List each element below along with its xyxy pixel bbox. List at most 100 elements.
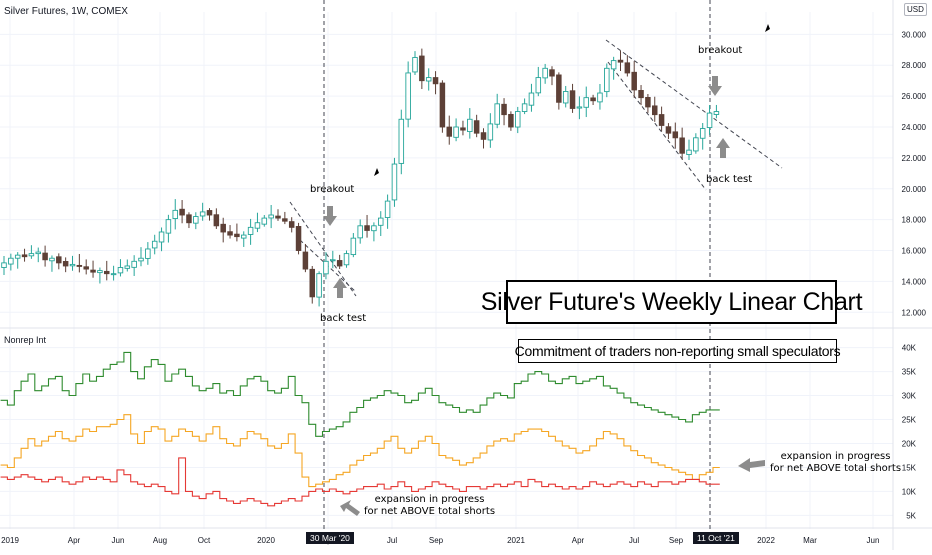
candle-body bbox=[460, 127, 466, 131]
candle-body bbox=[699, 128, 706, 139]
expansion-note-2020-line1: expansion in progress bbox=[374, 494, 485, 505]
candle-body bbox=[165, 219, 172, 234]
candle-body bbox=[432, 77, 439, 85]
candle-body bbox=[275, 215, 281, 219]
cot-title: Commitment of traders non-reporting smal… bbox=[515, 339, 841, 363]
time-tick-label: 2020 bbox=[257, 536, 275, 545]
breakout-arrow-2021 bbox=[708, 76, 722, 96]
price-tick-label: 22.000 bbox=[902, 154, 927, 163]
candle-body bbox=[672, 131, 679, 139]
candle-body bbox=[617, 59, 624, 63]
candle-body bbox=[103, 270, 110, 275]
cot-tick-label: 5K bbox=[906, 511, 916, 520]
candle-body bbox=[227, 231, 233, 236]
back-test-label-2020: back test bbox=[320, 313, 367, 324]
candle-body bbox=[206, 210, 213, 216]
candle-body bbox=[419, 55, 425, 82]
candle-body bbox=[521, 103, 528, 112]
y-axis: 12.000 14.000 16.000 18.000 20.000 22.000 24.0… bbox=[902, 30, 927, 520]
candle-body bbox=[35, 251, 42, 255]
back-test-arrow-2020 bbox=[333, 278, 347, 298]
candle-body bbox=[49, 257, 55, 262]
candle-body bbox=[14, 254, 21, 259]
currency-badge[interactable]: USD bbox=[904, 3, 927, 16]
x-axis: 2019AprJunAugOct2020AprJulSep2021AprJulS… bbox=[1, 536, 879, 545]
cot-tick-label: 40K bbox=[902, 344, 917, 353]
candle-body bbox=[378, 217, 384, 226]
time-tick-label: 2019 bbox=[1, 536, 19, 545]
candle-body bbox=[240, 234, 247, 239]
candle-body bbox=[467, 118, 473, 133]
candle-body bbox=[528, 92, 535, 106]
candle-body bbox=[213, 214, 220, 227]
candle-body bbox=[638, 90, 644, 99]
symbol-title: Silver Futures, 1W, COMEX bbox=[4, 6, 128, 17]
candle-body bbox=[453, 126, 459, 138]
candle-body bbox=[282, 218, 288, 222]
expansion-note-2021: expansion in progress for net ABOVE tota… bbox=[770, 451, 901, 475]
date-flag-2021: 11 Oct '21 bbox=[693, 532, 739, 544]
price-tick-label: 12.000 bbox=[902, 308, 927, 317]
candle-body bbox=[535, 77, 542, 94]
candle-body bbox=[556, 74, 562, 103]
candle-body bbox=[138, 257, 144, 262]
price-tick-label: 26.000 bbox=[902, 92, 927, 101]
cursor-mark bbox=[374, 168, 379, 176]
candle-body bbox=[336, 260, 343, 267]
price-tick-label: 16.000 bbox=[902, 247, 927, 256]
candle-body bbox=[631, 71, 637, 91]
price-tick-label: 20.000 bbox=[902, 185, 927, 194]
expansion-note-2021-line2: for net ABOVE total shorts bbox=[770, 463, 902, 474]
candle-body bbox=[446, 126, 453, 137]
back-test-arrow-2021 bbox=[716, 138, 730, 158]
candle-body bbox=[371, 225, 377, 232]
expansion-note-2021-line1: expansion in progress bbox=[780, 451, 891, 462]
candle-body bbox=[288, 221, 295, 228]
candle-body bbox=[391, 163, 398, 201]
candle-body bbox=[480, 132, 487, 140]
candle-body bbox=[583, 97, 590, 108]
date-flag-2020: 30 Mar '20 bbox=[306, 532, 354, 544]
candle-body bbox=[220, 223, 226, 233]
candle-body bbox=[56, 256, 62, 264]
price-tick-label: 24.000 bbox=[902, 123, 927, 132]
candle-body bbox=[76, 264, 83, 267]
candle-body bbox=[193, 216, 199, 224]
time-tick-label: Jul bbox=[387, 536, 397, 545]
cot-tick-label: 20K bbox=[902, 439, 917, 448]
candle-body bbox=[405, 72, 411, 120]
candle-body bbox=[323, 260, 329, 275]
candle-body bbox=[473, 120, 480, 134]
candle-body bbox=[117, 267, 124, 274]
time-tick-label: Oct bbox=[198, 536, 211, 545]
candle-body bbox=[42, 252, 48, 261]
candle-body bbox=[69, 263, 76, 267]
candle-body bbox=[21, 254, 28, 258]
cot-step-line bbox=[0, 457, 720, 507]
cot-tick-label: 15K bbox=[902, 463, 917, 472]
price-tick-label: 28.000 bbox=[902, 61, 927, 70]
candle-body bbox=[234, 233, 240, 238]
candle-body bbox=[8, 257, 14, 265]
cot-step-line bbox=[0, 351, 720, 437]
candles bbox=[1, 48, 720, 307]
time-tick-label: 2021 bbox=[507, 536, 525, 545]
candle-body bbox=[597, 92, 603, 103]
arrows bbox=[323, 24, 770, 516]
time-tick-label: 2022 bbox=[757, 536, 775, 545]
candle-body bbox=[364, 225, 370, 231]
breakout-label-2021: breakout bbox=[698, 45, 743, 56]
candle-body bbox=[576, 106, 583, 109]
candle-body bbox=[412, 57, 418, 73]
candle-body bbox=[515, 111, 521, 128]
breakout-arrow-2020 bbox=[323, 206, 337, 226]
price-tick-label: 14.000 bbox=[902, 277, 927, 286]
candle-body bbox=[494, 103, 500, 125]
cot-tick-label: 25K bbox=[902, 416, 917, 425]
candle-body bbox=[624, 62, 631, 74]
candle-body bbox=[316, 273, 322, 298]
candle-body bbox=[1, 262, 7, 268]
candle-body bbox=[542, 67, 548, 79]
